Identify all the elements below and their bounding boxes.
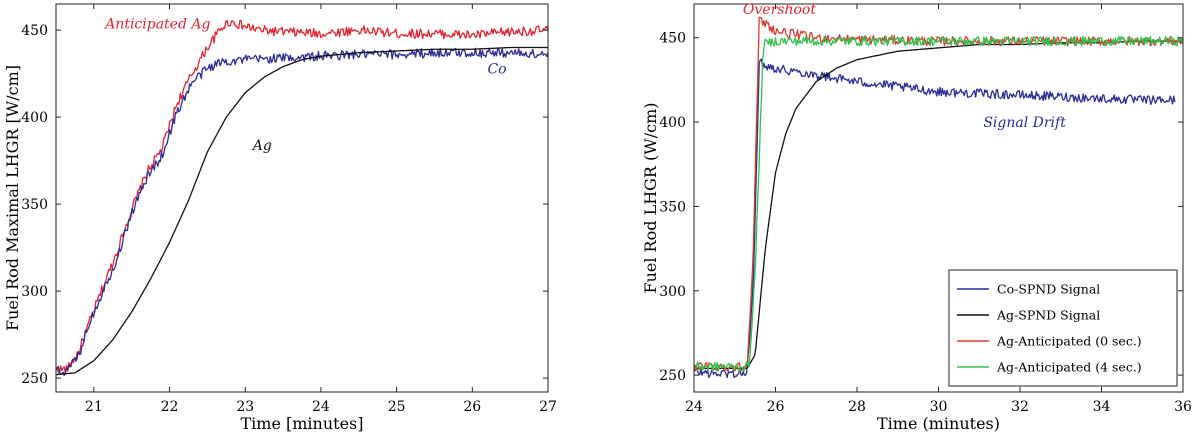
x-tick-label: 24 bbox=[312, 399, 330, 415]
x-tick-label: 34 bbox=[1093, 399, 1111, 415]
x-tick-label: 30 bbox=[930, 399, 948, 415]
x-axis-label: Time (minutes) bbox=[877, 414, 1000, 433]
x-tick-label: 26 bbox=[767, 399, 785, 415]
y-tick-label: 350 bbox=[659, 199, 686, 215]
y-tick-label: 250 bbox=[21, 371, 48, 387]
x-tick-label: 25 bbox=[388, 399, 406, 415]
y-tick-label: 250 bbox=[659, 368, 686, 384]
x-tick-label: 21 bbox=[85, 399, 103, 415]
y-tick-label: 450 bbox=[21, 23, 48, 39]
right-plot: 24 26 28 30 32 34 36 250 300 350 400 450 Time (minut… bbox=[641, 2, 1192, 433]
x-tick-label: 23 bbox=[236, 399, 254, 415]
y-tick-label: 400 bbox=[659, 115, 686, 131]
x-tick-label: 28 bbox=[848, 399, 866, 415]
legend-entry: Ag-Anticipated (4 sec.) bbox=[996, 360, 1142, 375]
series-line-co bbox=[55, 47, 549, 377]
y-tick-label: 300 bbox=[659, 284, 686, 300]
y-tick-label: 300 bbox=[21, 284, 48, 300]
series-line-ag-anticipated-4-sec- bbox=[693, 35, 1184, 372]
left-plot: 21 22 23 24 25 26 27 250 300 350 400 450 Time [minut… bbox=[3, 3, 557, 433]
annotation-overshoot: Overshoot bbox=[743, 2, 816, 18]
x-tick-label: 32 bbox=[1011, 399, 1029, 415]
legend: Co-SPND Signal Ag-SPND Signal Ag-Anticipat… bbox=[948, 269, 1178, 387]
y-tick-label: 400 bbox=[21, 110, 48, 126]
annotation-anticipated-ag: Anticipated Ag bbox=[103, 16, 210, 32]
x-tick-label: 24 bbox=[685, 399, 703, 415]
legend-entry: Ag-SPND Signal bbox=[996, 308, 1100, 323]
x-tick-label: 26 bbox=[463, 399, 481, 415]
x-axis-label: Time [minutes] bbox=[240, 414, 363, 433]
y-axis-label: Fuel Rod Maximal LHGR [W/cm] bbox=[3, 65, 22, 331]
annotation-ag: Ag bbox=[251, 138, 272, 154]
x-tick-label: 36 bbox=[1174, 399, 1192, 415]
legend-entry: Ag-Anticipated (0 sec.) bbox=[996, 334, 1142, 349]
series-line-anticipated-ag bbox=[55, 19, 549, 375]
legend-entry: Co-SPND Signal bbox=[997, 282, 1100, 297]
y-tick-label: 350 bbox=[21, 197, 48, 213]
annotation-signal-drift: Signal Drift bbox=[983, 115, 1066, 131]
x-tick-label: 27 bbox=[539, 399, 557, 415]
series-line-ag bbox=[55, 46, 548, 376]
y-tick-label: 450 bbox=[659, 31, 686, 47]
y-axis-label: Fuel Rod LHGR (W/cm) bbox=[641, 102, 660, 293]
axes-box bbox=[55, 3, 549, 393]
series-line-co-spnd-signal bbox=[693, 58, 1176, 379]
annotation-co: Co bbox=[487, 62, 506, 78]
x-tick-label: 22 bbox=[161, 399, 179, 415]
plot-area bbox=[56, 4, 548, 392]
